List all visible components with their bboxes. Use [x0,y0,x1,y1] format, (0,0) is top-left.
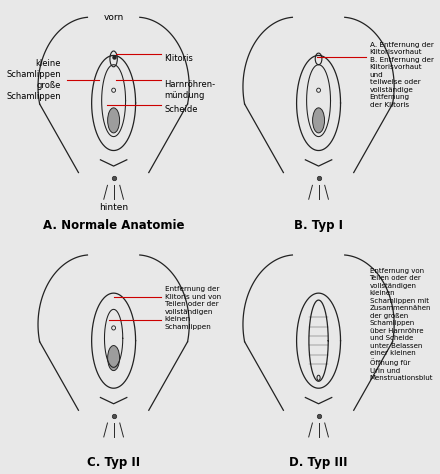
Text: vorn: vorn [103,13,124,22]
Text: Harnröhren-
mündung: Harnröhren- mündung [165,80,216,100]
Ellipse shape [312,108,325,133]
Text: C. Typ II: C. Typ II [87,456,140,469]
Text: D. Typ III: D. Typ III [290,456,348,469]
Text: Entfernung der
Klitoris und von
Teilen oder der
vollständigen
kleinen
Schamlippe: Entfernung der Klitoris und von Teilen o… [165,286,221,329]
Text: Entfernung von
Teilen oder der
vollständigen
kleinen
Schamlippen mit
Zusammennäh: Entfernung von Teilen oder der vollständ… [370,268,433,381]
Text: hinten: hinten [99,203,128,212]
Text: kleine
Schamlippen
große
Schamlippen: kleine Schamlippen große Schamlippen [6,59,61,101]
Ellipse shape [108,108,120,133]
Text: B. Typ I: B. Typ I [294,219,343,232]
Text: Klitoris: Klitoris [165,54,194,63]
Ellipse shape [108,346,120,371]
Text: Scheide: Scheide [165,105,198,114]
Text: A. Entfernung der
Klitorisvorhaut
B. Entfernung der
Klitorisvorhaut
und
teilweis: A. Entfernung der Klitorisvorhaut B. Ent… [370,42,433,108]
Text: A. Normale Anatomie: A. Normale Anatomie [43,219,184,232]
